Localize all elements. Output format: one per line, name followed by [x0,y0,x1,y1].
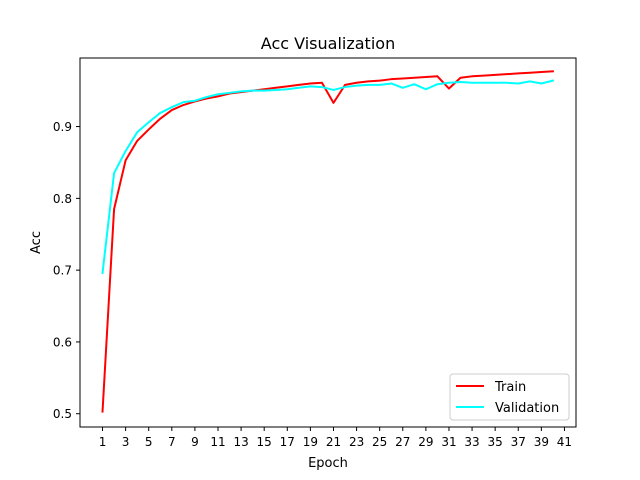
chart-title: Acc Visualization [261,34,395,53]
x-tick-label: 33 [464,435,479,449]
y-tick-label: 0.7 [53,264,72,278]
x-tick-label: 37 [511,435,526,449]
series-line-validation [101,79,555,275]
x-tick-label: 15 [257,435,272,449]
x-axis: 1 3 5 7 9 11 13 15 17 19 21 23 25 27 29 31 33 35 37 39 41 [99,427,572,449]
x-tick-label: 5 [145,435,153,449]
y-tick-label: 0.5 [53,407,72,421]
plot-area [101,70,555,413]
series-line-train [101,70,554,413]
x-tick-label: 31 [441,435,456,449]
legend-label-validation: Validation [495,401,559,416]
x-tick-label: 17 [280,435,295,449]
y-tick-label: 0.8 [53,192,72,206]
x-tick-label: 27 [395,435,410,449]
y-tick-label: 0.6 [53,335,72,349]
x-tick-label: 35 [488,435,503,449]
x-tick-label: 11 [210,435,225,449]
y-axis: 0.5 0.6 0.7 0.8 0.9 [53,120,80,421]
x-tick-label: 3 [122,435,130,449]
x-tick-label: 1 [99,435,107,449]
legend: Train Validation [449,373,570,421]
x-axis-label: Epoch [308,456,348,471]
x-tick-label: 29 [418,435,433,449]
x-tick-label: 41 [557,435,572,449]
x-tick-label: 19 [303,435,318,449]
y-tick-label: 0.9 [53,120,72,134]
x-tick-label: 7 [168,435,176,449]
x-tick-label: 21 [326,435,341,449]
legend-label-train: Train [494,380,526,395]
y-axis-label: Acc [29,231,44,254]
x-tick-label: 23 [349,435,364,449]
x-tick-label: 39 [534,435,549,449]
axes-frame [79,57,577,428]
x-tick-label: 25 [372,435,387,449]
x-tick-label: 13 [233,435,248,449]
x-tick-label: 9 [191,435,199,449]
